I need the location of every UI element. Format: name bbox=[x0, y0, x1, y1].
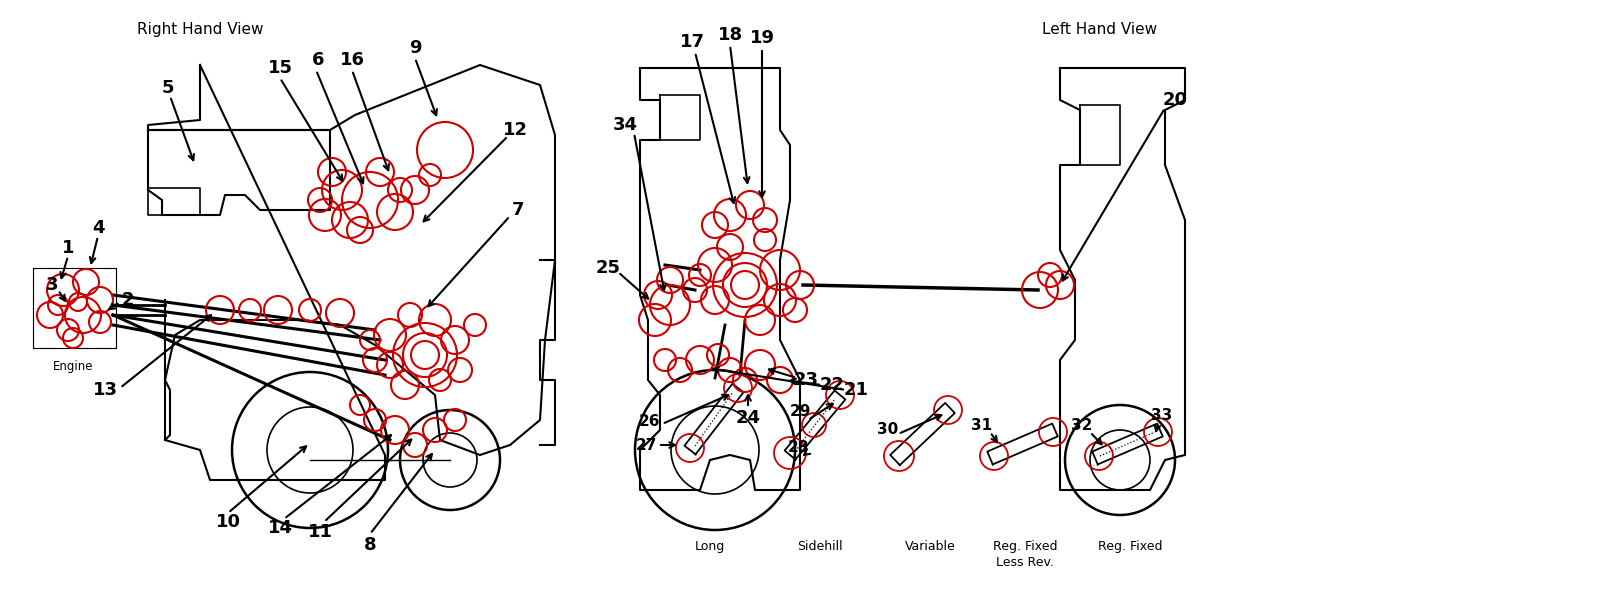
Text: Variable: Variable bbox=[904, 540, 955, 553]
Text: 32: 32 bbox=[1072, 418, 1093, 433]
Text: 27: 27 bbox=[635, 437, 656, 452]
Text: 20: 20 bbox=[1163, 91, 1187, 109]
Text: 9: 9 bbox=[408, 39, 421, 57]
Text: 31: 31 bbox=[971, 418, 992, 433]
Text: 6: 6 bbox=[312, 51, 325, 69]
Text: 24: 24 bbox=[736, 409, 760, 427]
Text: 17: 17 bbox=[680, 33, 704, 51]
Text: 22: 22 bbox=[819, 376, 845, 394]
Text: Sidehill: Sidehill bbox=[797, 540, 843, 553]
Text: 18: 18 bbox=[717, 26, 742, 44]
Text: 2: 2 bbox=[122, 291, 134, 309]
Text: 25: 25 bbox=[595, 259, 621, 277]
Text: 10: 10 bbox=[216, 513, 240, 531]
Text: 8: 8 bbox=[363, 536, 376, 554]
Text: 16: 16 bbox=[339, 51, 365, 69]
Text: 4: 4 bbox=[91, 219, 104, 237]
Text: Long: Long bbox=[694, 540, 725, 553]
Text: Reg. Fixed
Less Rev.: Reg. Fixed Less Rev. bbox=[992, 540, 1058, 569]
Text: 13: 13 bbox=[93, 381, 117, 399]
Text: 1: 1 bbox=[62, 239, 74, 257]
Text: Reg. Fixed: Reg. Fixed bbox=[1098, 540, 1162, 553]
Text: 11: 11 bbox=[307, 523, 333, 541]
Text: Engine: Engine bbox=[53, 360, 93, 373]
Text: Left Hand View: Left Hand View bbox=[1043, 22, 1157, 37]
Text: 19: 19 bbox=[749, 29, 774, 47]
Text: 23: 23 bbox=[794, 371, 819, 389]
Text: 29: 29 bbox=[789, 405, 811, 420]
Text: Right Hand View: Right Hand View bbox=[136, 22, 264, 37]
Text: 30: 30 bbox=[877, 423, 899, 437]
Text: 3: 3 bbox=[46, 276, 58, 294]
Text: 28: 28 bbox=[787, 440, 808, 455]
Text: 34: 34 bbox=[613, 116, 637, 134]
Text: 7: 7 bbox=[512, 201, 525, 219]
Text: 21: 21 bbox=[843, 381, 869, 399]
Text: 12: 12 bbox=[502, 121, 528, 139]
Text: 33: 33 bbox=[1152, 408, 1173, 423]
Text: 15: 15 bbox=[267, 59, 293, 77]
Text: 26: 26 bbox=[640, 414, 661, 430]
Text: 14: 14 bbox=[267, 519, 293, 537]
Text: 5: 5 bbox=[162, 79, 174, 97]
